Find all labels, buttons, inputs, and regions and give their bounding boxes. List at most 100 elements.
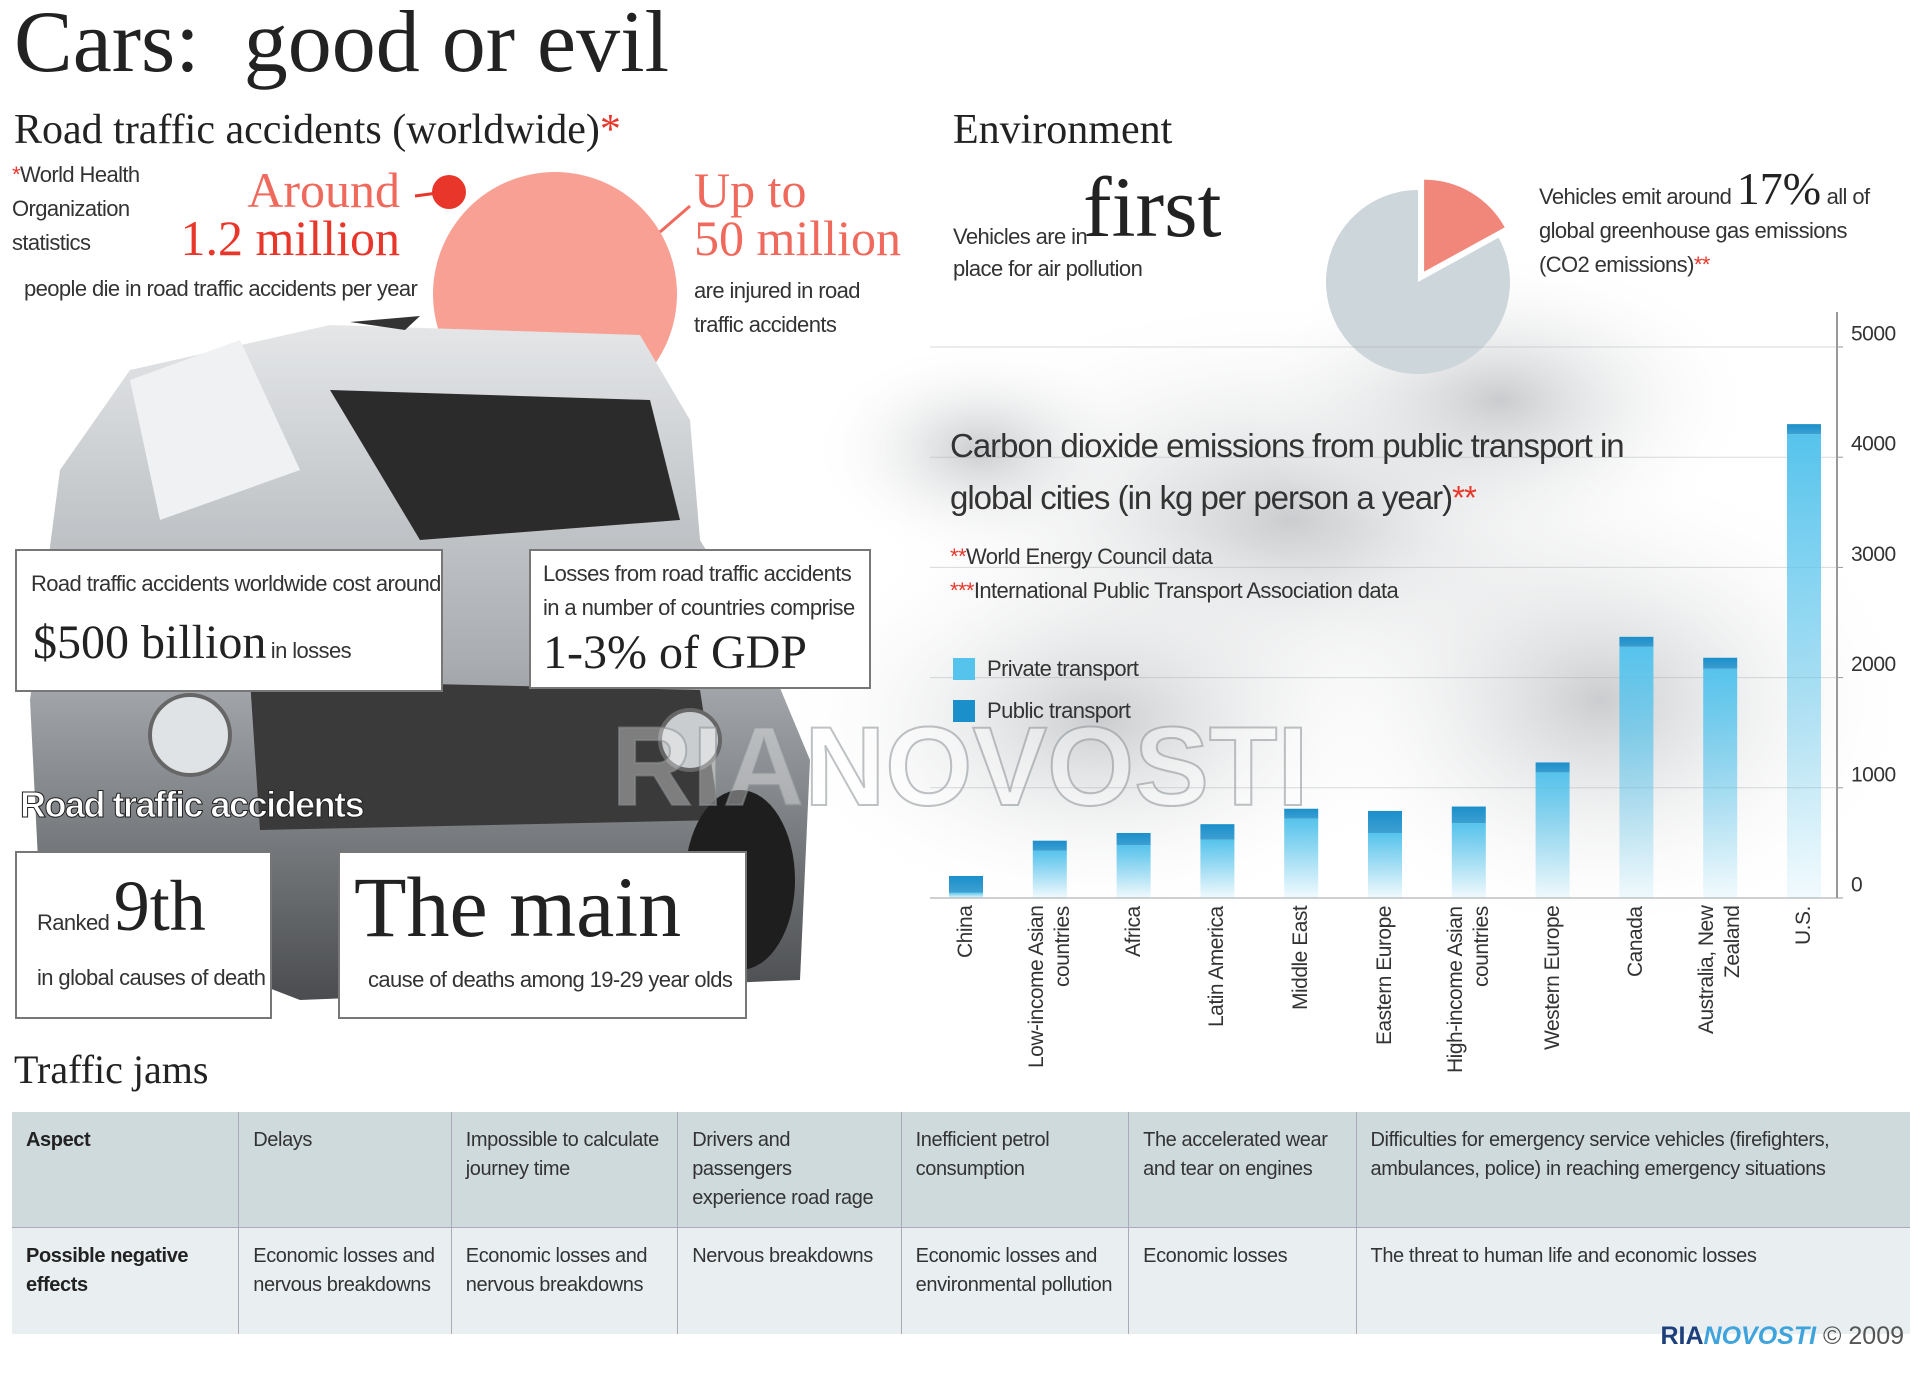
traffic-table: Aspect Delays Impossible to calculate jour… [12,1112,1910,1334]
pie-slice [1424,179,1505,272]
table-cell: Economic losses and nervous breakdowns [238,1227,452,1334]
x-tick-label: Australia, New Zealand [1695,906,1745,1035]
pie-label: 17% [1736,163,1822,214]
bar-segment [1703,668,1738,898]
source-note: *World Health Organization statistics [12,158,162,260]
x-tick-label: China [954,906,977,959]
bar-segment [1032,850,1067,898]
gdp-box: Losses from road traffic accidents in a … [529,549,871,689]
table-row: Possible negative effects Economic losses… [12,1227,1910,1334]
table-cell: Economic losses and environmental pollut… [900,1227,1129,1334]
deaths-circle [432,175,466,209]
bar-segment [1284,808,1319,819]
main-text: cause of deaths among 19-29 year olds [368,967,733,992]
y-tick-label: 3000 [1851,543,1896,566]
bar-segment [1200,824,1235,840]
x-tick-label: Low-income Asian countries [1024,906,1074,1069]
source: **World Energy Council data [950,540,1398,574]
injuries-figure: Up to 50 million [694,165,901,266]
bar-segment [1619,636,1654,647]
cost-figure: $500 billion in losses [33,615,352,670]
bar-segment [949,875,983,893]
chart-title-text: Carbon dioxide emissions from public tra… [950,427,1625,516]
y-tick-label: 2000 [1851,653,1896,676]
title-text: Road traffic accidents (worldwide) [14,107,600,153]
table-cell: Difficulties for emergency service vehic… [1355,1112,1910,1228]
table-cell: Impossible to calculate journey time [450,1112,678,1228]
source-text: World Health Organization statistics [12,162,140,255]
bar-segment [1032,840,1067,851]
deaths-figure: Around 1.2 million [100,162,400,266]
bar-segment [1368,832,1402,898]
chart-title: Carbon dioxide emissions from public tra… [950,420,1710,524]
rank-box: Ranked 9th in global causes of death [15,851,272,1019]
main-box: The main cause of deaths among 19-29 yea… [338,851,747,1019]
rank-lead: Ranked [37,910,110,935]
table-row: Aspect Delays Impossible to calculate jour… [12,1112,1910,1228]
y-tick-label: 0 [1851,874,1862,897]
pointer-line [659,204,691,234]
x-tick-label: Western Europe [1540,906,1564,1051]
pollution-big: first [1083,159,1222,255]
chart-sources: **World Energy Council data ***Internatio… [950,540,1399,608]
table-cell: Inefficient petrol consumption [900,1112,1129,1228]
table-cell: The threat to human life and economic lo… [1355,1227,1910,1334]
bar-segment [1535,772,1570,898]
table-cell: Aspect [12,1112,239,1228]
bar-segment [1368,810,1402,833]
injuries-number: 50 million [694,210,901,266]
emit-before: Vehicles emit around [1539,184,1732,209]
rank-number: 9th [113,866,206,946]
footnote-marker: * [599,107,621,153]
legend-label: Private transport [987,656,1139,681]
footer: RIANOVOSTI © 2009 [1660,1322,1904,1351]
table-cell: Delays [238,1112,452,1228]
bar-segment [1116,845,1151,898]
brand-novosti: NOVOSTI [1703,1322,1817,1350]
main-big: The main [354,859,682,955]
source-text: International Public Transport Associati… [973,578,1399,603]
rank-text: in global causes of death [37,965,266,990]
bar-segment [1200,839,1235,898]
rank-label: Road traffic accidents [19,784,365,826]
injuries-text: are injured in road traffic accidents [694,278,861,337]
cost-box: Road traffic accidents worldwide cost ar… [15,549,443,692]
table-cell: Economic losses and nervous breakdowns [450,1227,678,1334]
table-cell: Drivers and passengers experience road r… [677,1112,902,1228]
gdp-text: Losses from road traffic accidents in a … [543,561,855,620]
footnote-marker: * [12,162,21,187]
brand-ria: RIA [1660,1322,1704,1350]
legend: Private transport Public transport [953,648,1139,732]
footnote-marker: ** [950,544,967,569]
x-tick-label: Latin America [1205,906,1229,1027]
pie-slice [1325,190,1511,374]
x-tick-label: Canada [1624,906,1648,977]
bar-segment [1284,818,1319,898]
x-tick-label: U.S. [1792,906,1815,945]
footnote-marker: ** [1693,252,1711,277]
bar-segment [949,892,983,898]
legend-entry: Public transport [953,690,1138,732]
section-title: Traffic jams [14,1047,209,1092]
page-title: Cars: good or evil [14,0,670,91]
pollution-text: place for air pollution [953,256,1143,281]
bar-segment [1116,832,1151,846]
gdp-number: 1-3% of GDP [543,626,807,679]
footnote-marker: *** [950,578,974,603]
deaths-lead: Around [247,162,400,218]
pollution-text: Vehicles are in [953,220,1088,254]
bar-segment [1703,657,1738,669]
bar-segment [1787,434,1821,898]
emit-after: all of global greenhouse gas emissions (… [1539,184,1870,277]
legend-swatch [953,658,975,680]
table-cell: The accelerated wear and tear on engines [1128,1112,1357,1228]
x-tick-label: Eastern Europe [1373,906,1396,1045]
deaths-text: people die in road traffic accidents per… [24,276,418,301]
table-cell: Economic losses [1128,1227,1357,1334]
y-tick-label: 1000 [1851,763,1896,786]
deaths-number: 1.2 million [180,210,400,266]
legend-label: Public transport [987,698,1131,723]
source: ***International Public Transport Associ… [950,574,1399,608]
table-cell: Possible negative effects [12,1227,239,1334]
